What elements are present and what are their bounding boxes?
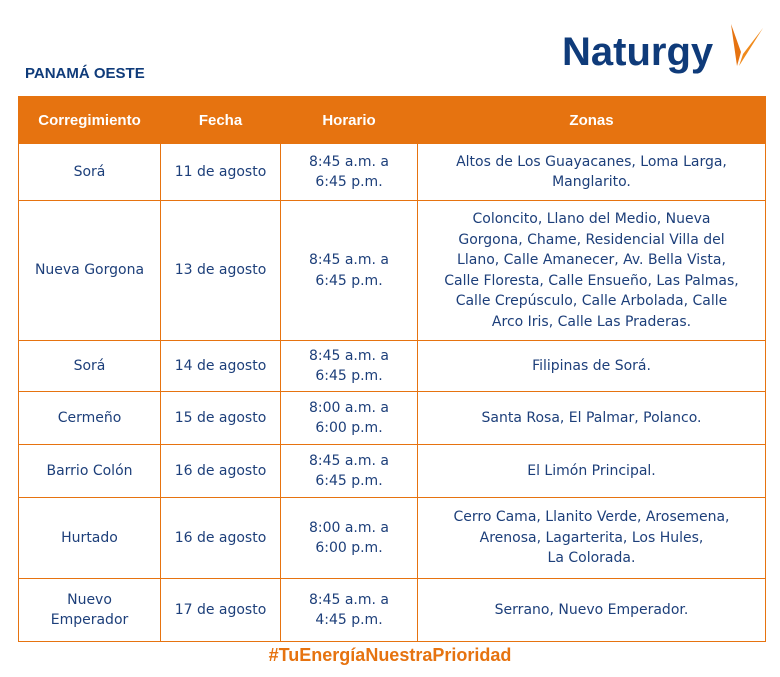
butterfly-icon: [731, 24, 763, 66]
logo-text: Naturgy: [562, 30, 714, 74]
cell-corregimiento: Hurtado: [18, 497, 161, 579]
cell-fecha: 15 de agosto: [160, 391, 281, 445]
cell-corregimiento: Sorá: [18, 340, 161, 392]
cell-horario: 8:45 a.m. a 6:45 p.m.: [280, 143, 418, 201]
cell-zonas: Altos de Los Guayacanes, Loma Larga, Man…: [417, 143, 766, 201]
cell-zonas: Cerro Cama, Llanito Verde, Arosemena, Ar…: [417, 497, 766, 579]
table-row: Nueva Gorgona 13 de agosto 8:45 a.m. a 6:4…: [18, 200, 766, 341]
cell-corregimiento: Barrio Colón: [18, 444, 161, 498]
header-zonas: Zonas: [417, 96, 766, 144]
cell-corregimiento: Sorá: [18, 143, 161, 201]
table-row: Sorá 11 de agosto 8:45 a.m. a 6:45 p.m. Alt…: [18, 143, 766, 201]
table-row: Cermeño 15 de agosto 8:00 a.m. a 6:00 p.m.…: [18, 391, 766, 445]
cell-fecha: 16 de agosto: [160, 444, 281, 498]
cell-zonas: Coloncito, Llano del Medio, Nueva Gorgon…: [417, 200, 766, 341]
cell-fecha: 14 de agosto: [160, 340, 281, 392]
header-corregimiento: Corregimiento: [18, 96, 161, 144]
schedule-table: Corregimiento Fecha Horario Zonas Sorá 11…: [18, 96, 766, 642]
cell-zonas: Santa Rosa, El Palmar, Polanco.: [417, 391, 766, 445]
cell-fecha: 13 de agosto: [160, 200, 281, 341]
table-row: Sorá 14 de agosto 8:45 a.m. a 6:45 p.m. Fil…: [18, 340, 766, 392]
cell-horario: 8:45 a.m. a 6:45 p.m.: [280, 444, 418, 498]
cell-fecha: 17 de agosto: [160, 578, 281, 642]
table-row: Hurtado 16 de agosto 8:00 a.m. a 6:00 p.m.…: [18, 497, 766, 579]
hashtag: #TuEnergíaNuestraPrioridad: [268, 645, 512, 665]
cell-horario: 8:00 a.m. a 6:00 p.m.: [280, 497, 418, 579]
region-title: PANAMÁ OESTE: [25, 65, 145, 82]
naturgy-logo: Naturgy: [562, 22, 772, 82]
cell-corregimiento: Nueva Gorgona: [18, 200, 161, 341]
cell-horario: 8:45 a.m. a 6:45 p.m.: [280, 340, 418, 392]
cell-zonas: Serrano, Nuevo Emperador.: [417, 578, 766, 642]
cell-horario: 8:00 a.m. a 6:00 p.m.: [280, 391, 418, 445]
cell-horario: 8:45 a.m. a 6:45 p.m.: [280, 200, 418, 341]
table-row: Barrio Colón 16 de agosto 8:45 a.m. a 6:45…: [18, 444, 766, 498]
cell-corregimiento: Nuevo Emperador: [18, 578, 161, 642]
cell-zonas: Filipinas de Sorá.: [417, 340, 766, 392]
cell-corregimiento: Cermeño: [18, 391, 161, 445]
cell-horario: 8:45 a.m. a 4:45 p.m.: [280, 578, 418, 642]
table-header: Corregimiento Fecha Horario Zonas: [18, 96, 766, 144]
cell-fecha: 16 de agosto: [160, 497, 281, 579]
header-horario: Horario: [280, 96, 418, 144]
table-row: Nuevo Emperador 17 de agosto 8:45 a.m. a 4…: [18, 578, 766, 642]
cell-zonas: El Limón Principal.: [417, 444, 766, 498]
cell-fecha: 11 de agosto: [160, 143, 281, 201]
header-fecha: Fecha: [160, 96, 281, 144]
